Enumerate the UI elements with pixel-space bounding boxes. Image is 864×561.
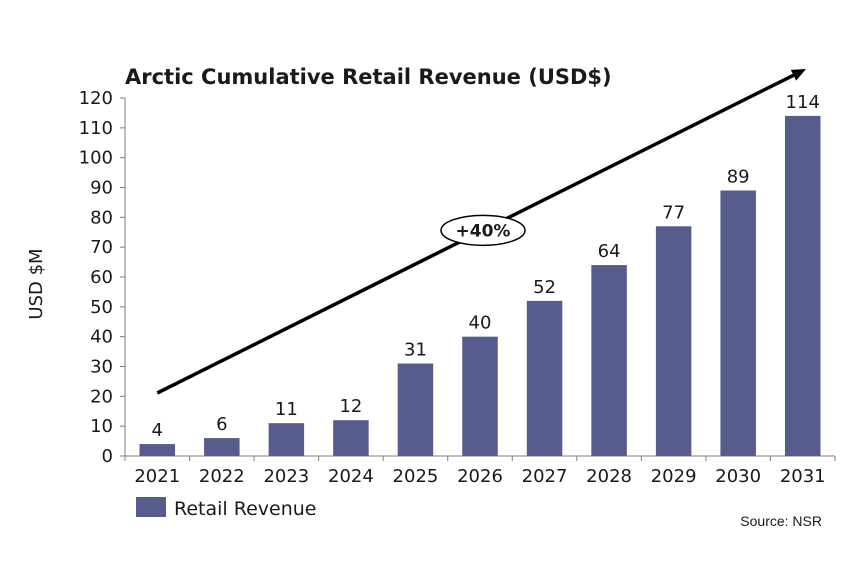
chart-title: Arctic Cumulative Retail Revenue (USD$) [125, 65, 612, 89]
bar [462, 336, 498, 456]
y-axis: 0 10 20 30 40 50 60 70 80 90 100 110 120 [79, 88, 126, 467]
y-tick-label: 90 [90, 178, 113, 199]
cagr-label: +40% [456, 221, 511, 241]
bar [526, 300, 563, 456]
bar [268, 423, 305, 456]
legend-label: Retail Revenue [174, 498, 316, 520]
trend-annotation: +40% [156, 69, 806, 395]
y-tick-label: 20 [90, 386, 113, 407]
trend-arrow-head [790, 69, 806, 81]
x-tick-label: 2030 [715, 466, 761, 487]
y-tick-label: 60 [90, 267, 113, 288]
bar [397, 363, 434, 456]
x-tick-label: 2028 [586, 466, 632, 487]
x-tick-label: 2026 [457, 466, 503, 487]
source-note: Source: NSR [740, 513, 822, 529]
x-tick-label: 2021 [134, 466, 180, 487]
data-label: 77 [662, 202, 685, 223]
data-label: 12 [339, 396, 362, 417]
x-tick-label: 2025 [393, 466, 439, 487]
y-tick-label: 110 [79, 118, 113, 139]
data-labels: 4 6 11 12 31 40 52 64 77 89 114 [152, 92, 820, 441]
data-label: 6 [216, 414, 227, 435]
bar [333, 420, 369, 456]
bar [720, 190, 756, 456]
bar [139, 444, 176, 456]
data-label: 52 [533, 277, 556, 298]
bar-series [139, 115, 821, 457]
data-label: 64 [598, 241, 621, 262]
bar [204, 438, 240, 456]
data-label: 11 [275, 399, 298, 420]
y-tick-label: 0 [102, 446, 113, 467]
x-tick-label: 2027 [522, 466, 568, 487]
x-tick-label: 2031 [780, 466, 826, 487]
data-label: 89 [727, 166, 750, 187]
x-tick-label: 2029 [651, 466, 697, 487]
x-tick-label: 2024 [328, 466, 374, 487]
y-tick-label: 100 [79, 148, 113, 169]
x-tick-label: 2023 [263, 466, 309, 487]
cagr-oval [440, 214, 526, 247]
y-tick-label: 120 [79, 88, 113, 109]
x-tick-label: 2022 [199, 466, 245, 487]
legend-swatch [136, 497, 166, 517]
y-tick-label: 10 [90, 416, 113, 437]
y-tick-label: 70 [90, 237, 113, 258]
data-label: 40 [469, 313, 492, 334]
y-tick-label: 50 [90, 297, 113, 318]
y-tick-label: 80 [90, 207, 113, 228]
data-label: 114 [786, 92, 820, 113]
bar [655, 226, 692, 456]
bar [784, 115, 821, 457]
data-label: 4 [152, 420, 163, 441]
x-axis: 2021 2022 2023 2024 2025 2026 2027 2028 2029 2030… [124, 455, 836, 487]
data-label: 31 [404, 340, 427, 361]
y-tick-label: 40 [90, 327, 113, 348]
y-axis-label: USD $M [26, 248, 47, 319]
y-tick-label: 30 [90, 357, 113, 378]
legend: Retail Revenue [136, 497, 316, 520]
bar [591, 265, 627, 456]
